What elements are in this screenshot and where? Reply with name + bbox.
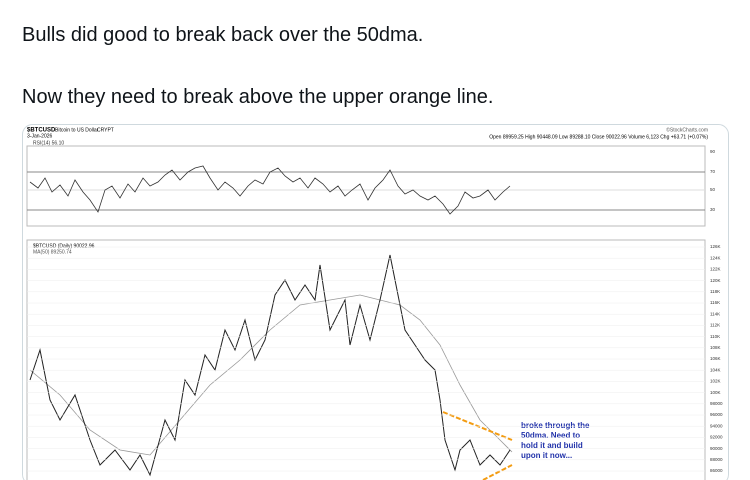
price-axis-label: 86000 xyxy=(710,468,723,473)
price-axis-label: 126K xyxy=(710,244,721,249)
price-axis-label: 98000 xyxy=(710,401,723,406)
annotation: 50dma. Need to xyxy=(521,431,580,440)
price-panel xyxy=(26,239,706,480)
price-label: $BTCUSD (Daily) 90022.96 xyxy=(33,243,95,249)
price-axis-label: 116K xyxy=(710,300,720,305)
rsi-panel xyxy=(26,145,706,227)
price-axis-label: 110K xyxy=(710,334,720,339)
price-axis-label: 102K xyxy=(710,379,721,384)
price-axis-label: 108K xyxy=(710,345,721,350)
price-axis-label: 118K xyxy=(710,289,720,294)
price-axis-label: 94000 xyxy=(710,423,723,428)
price-axis-label: 106K xyxy=(710,356,721,361)
lower-trendline xyxy=(482,464,513,480)
ma-label: MA(50) 89250.74 xyxy=(33,249,72,255)
rsi-label: RSI(14) 56.10 xyxy=(33,140,64,146)
price-axis-label: 90000 xyxy=(710,446,723,451)
annotation: broke through the xyxy=(521,421,590,430)
image-frame xyxy=(22,124,729,480)
price-axis-label: 100K xyxy=(710,390,721,395)
price-axis-label: 114K xyxy=(710,311,720,316)
tweet-text: Bulls did good to break back over the 50… xyxy=(22,24,424,46)
symbol-name: Bitcoin to US Dollar xyxy=(55,127,99,133)
annotation: hold it and build xyxy=(521,441,583,450)
price-line xyxy=(29,254,511,477)
price-axis-label: 92000 xyxy=(710,435,723,440)
rsi-axis-label: 90 xyxy=(710,149,716,154)
rsi-axis-label: 70 xyxy=(710,169,716,174)
quote: Open 89959.25 High 90448.09 Low 89288.10… xyxy=(489,134,708,140)
price-axis-label: 122K xyxy=(710,267,721,272)
credit: ©StockCharts.com xyxy=(666,126,708,133)
price-axis-label: 88000 xyxy=(710,457,723,462)
rsi-axis-label: 30 xyxy=(710,207,716,212)
ma-line xyxy=(29,294,513,456)
tweet-text: Now they need to break above the upper o… xyxy=(22,86,494,108)
price-axis-label: 120K xyxy=(710,278,721,283)
symbol: $BTCUSD xyxy=(27,128,56,134)
price-axis-label: 104K xyxy=(710,367,721,372)
rsi-axis-label: 50 xyxy=(710,187,716,192)
exchange: CRYPT xyxy=(97,127,114,133)
date: 3-Jan-2026 xyxy=(27,133,53,139)
rsi-curve xyxy=(29,165,511,215)
price-axis-label: 112K xyxy=(710,323,720,328)
price-axis-label: 96000 xyxy=(710,412,723,417)
price-axis-label: 124K xyxy=(710,255,721,260)
annotation: upon it now... xyxy=(521,451,572,460)
